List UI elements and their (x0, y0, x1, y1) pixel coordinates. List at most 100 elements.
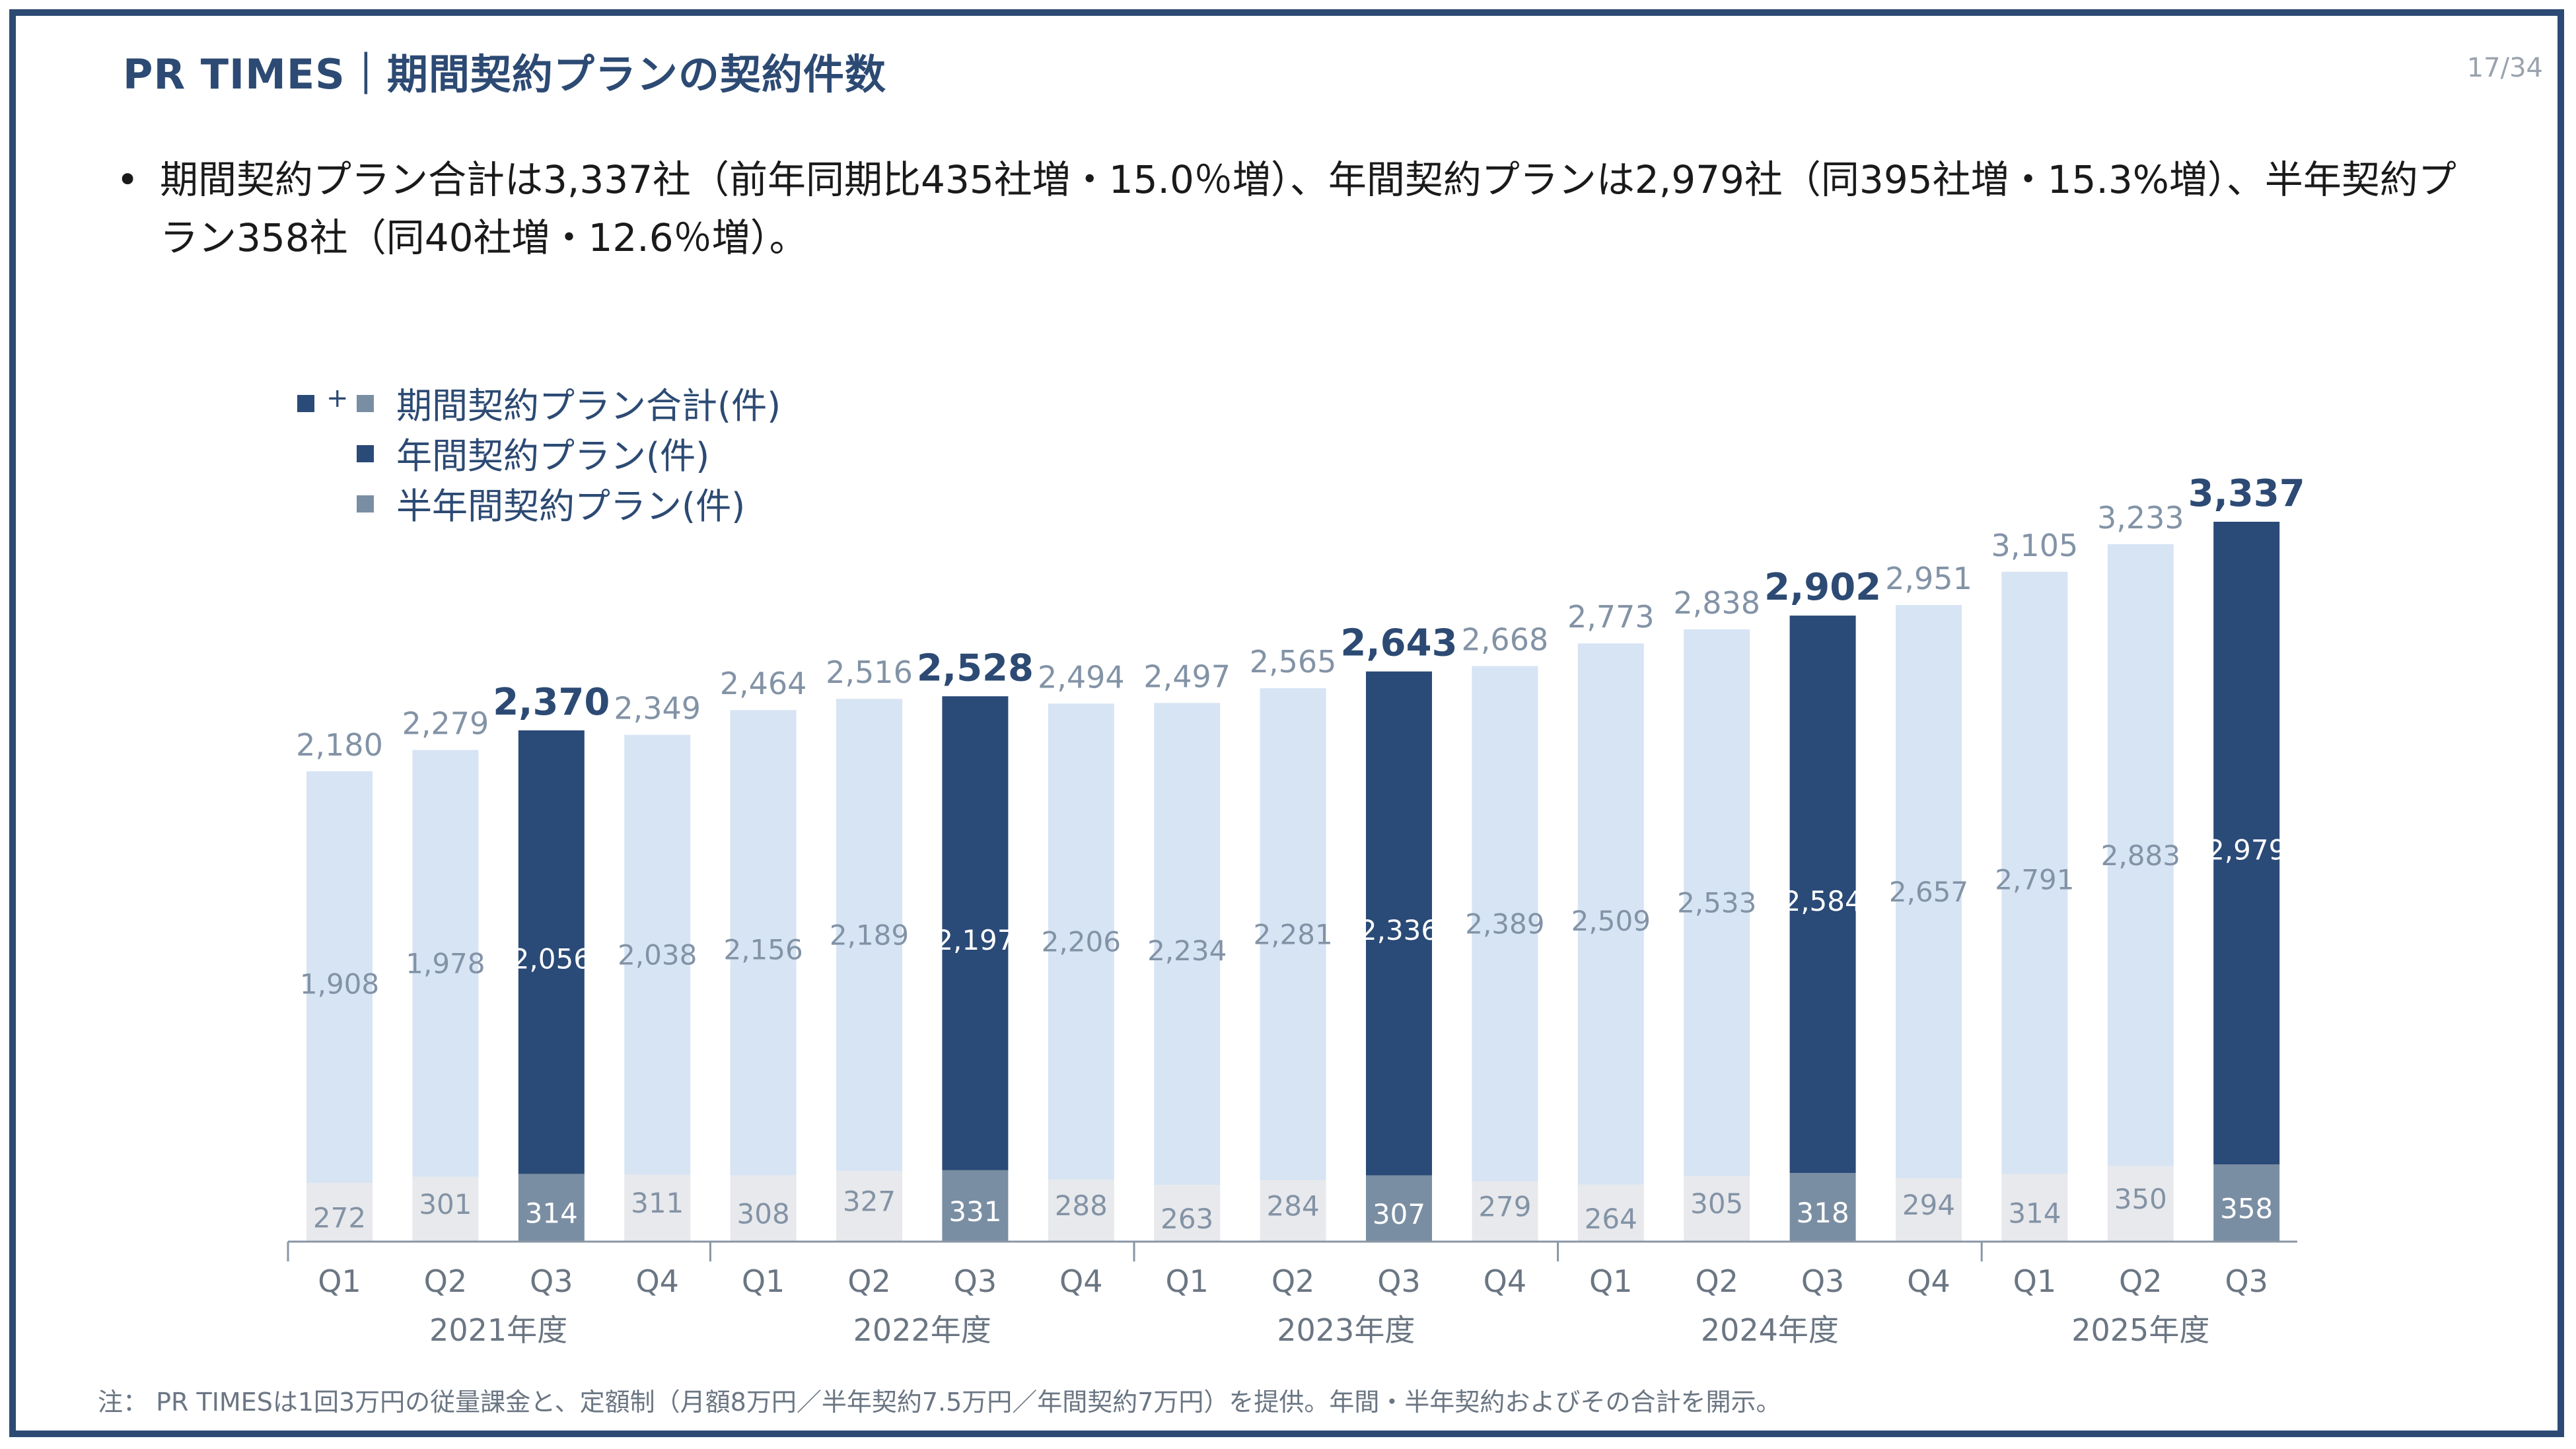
x-tick-label: Q1 (1165, 1263, 1208, 1299)
data-label-half-year: 264 (1585, 1203, 1637, 1235)
legend-swatch-half (357, 495, 374, 512)
legend-swatch-annual (357, 445, 374, 462)
data-label-annual: 2,336 (1359, 914, 1439, 946)
data-label-annual: 2,281 (1253, 919, 1332, 951)
x-group-label: 2023年度 (1277, 1312, 1415, 1348)
bar-annual (412, 750, 479, 1177)
bar-half-year (1048, 1179, 1114, 1242)
legend-swatch-half (357, 395, 374, 412)
bar-annual (1577, 643, 1644, 1185)
bar-half-year (306, 1183, 373, 1242)
x-tick-label: Q3 (1377, 1263, 1420, 1299)
bar-half-year (1684, 1176, 1750, 1242)
data-label-half-year: 272 (313, 1202, 366, 1234)
data-label-annual: 2,791 (1995, 864, 2074, 896)
x-tick-label: Q4 (1059, 1263, 1102, 1299)
bar-half-year (2001, 1174, 2068, 1242)
data-label-total: 2,838 (1673, 585, 1760, 621)
bar-annual (730, 710, 797, 1176)
legend-label-annual: 年間契約プラン(件) (396, 435, 710, 477)
data-label-half-year: 308 (737, 1198, 790, 1230)
bar-half-year (2107, 1166, 2174, 1242)
footnote: 注： PR TIMESは1回3万円の従量課金と、定額制（月額8万円／半年契約7.… (98, 1388, 1781, 1417)
bar-annual (2107, 544, 2174, 1166)
data-label-annual: 2,533 (1677, 887, 1756, 919)
bar-half-year (836, 1171, 902, 1242)
bar-half-year (412, 1176, 479, 1242)
data-label-half-year: 284 (1267, 1190, 1320, 1222)
data-label-annual: 2,038 (618, 939, 697, 972)
data-label-total: 2,180 (296, 727, 383, 763)
summary-text: 期間契約プラン合計は3,337社（前年同期比435社増・15.0％増）、年間契約… (160, 157, 2456, 260)
page-title: PR TIMES｜期間契約プランの契約件数 (123, 50, 886, 98)
data-label-total: 3,105 (1991, 528, 2079, 563)
data-label-total: 2,668 (1462, 622, 1549, 658)
x-group-label: 2024年度 (1701, 1312, 1839, 1348)
bar-half-year (2213, 1164, 2280, 1242)
bar-half-year (518, 1174, 585, 1242)
x-tick-label: Q4 (1484, 1263, 1526, 1299)
bar-half-year (730, 1175, 797, 1242)
bar-annual (1896, 605, 1962, 1178)
x-tick-label: Q3 (2225, 1263, 2268, 1299)
data-label-annual: 2,883 (2101, 839, 2180, 872)
legend-label-total: 期間契約プラン合計(件) (396, 385, 781, 427)
data-label-annual: 2,234 (1147, 935, 1227, 967)
bar-annual (1789, 616, 1856, 1174)
data-label-annual: 2,979 (2207, 834, 2286, 866)
x-tick-label: Q1 (318, 1263, 361, 1299)
x-group-label: 2021年度 (429, 1312, 567, 1348)
data-label-half-year: 327 (843, 1185, 896, 1218)
slide-frame (9, 9, 2564, 1437)
data-label-half-year: 358 (2220, 1193, 2273, 1225)
data-label-total: 2,464 (720, 666, 807, 701)
data-label-half-year: 311 (631, 1187, 684, 1219)
bar-half-year (1896, 1178, 1962, 1242)
x-tick-label: Q2 (847, 1263, 890, 1299)
bar-annual (1260, 688, 1326, 1181)
data-label-total: 2,528 (917, 647, 1034, 689)
data-label-annual: 2,509 (1571, 905, 1651, 937)
data-label-total: 2,902 (1764, 566, 1881, 609)
data-label-annual: 2,657 (1889, 876, 1968, 908)
data-label-annual: 2,189 (830, 919, 909, 952)
x-tick-label: Q2 (1271, 1263, 1314, 1299)
bar-annual (1366, 671, 1432, 1176)
bar-annual (2001, 571, 2068, 1174)
bar-annual (1154, 703, 1221, 1185)
x-tick-label: Q1 (1589, 1263, 1632, 1299)
data-label-total: 3,233 (2097, 500, 2184, 536)
data-label-half-year: 305 (1690, 1187, 1743, 1220)
data-label-total: 2,497 (1143, 658, 1231, 694)
data-label-half-year: 314 (2008, 1197, 2061, 1230)
data-label-half-year: 279 (1478, 1190, 1531, 1222)
x-tick-label: Q2 (424, 1263, 467, 1299)
bar-half-year (942, 1170, 1009, 1242)
data-label-half-year: 318 (1797, 1197, 1849, 1229)
data-label-total: 2,516 (826, 654, 913, 690)
bar-half-year (1577, 1184, 1644, 1242)
bar-annual (518, 730, 585, 1174)
bar-half-year (1260, 1180, 1326, 1242)
x-tick-label: Q3 (530, 1263, 573, 1299)
data-label-half-year: 307 (1373, 1198, 1425, 1230)
x-tick-label: Q1 (742, 1263, 785, 1299)
data-label-annual: 2,197 (935, 924, 1015, 956)
data-label-annual: 2,056 (512, 943, 591, 975)
bar-annual (1472, 666, 1538, 1182)
legend-swatch-annual (297, 395, 314, 412)
data-label-total: 2,279 (402, 706, 489, 742)
legend-plus-sign: + (326, 383, 349, 413)
data-label-half-year: 294 (1902, 1189, 1955, 1221)
data-label-half-year: 350 (2114, 1183, 2167, 1215)
bar-half-year (1154, 1185, 1221, 1242)
bullet-marker: • (116, 157, 139, 202)
data-label-half-year: 301 (419, 1188, 472, 1220)
data-label-annual: 1,908 (300, 968, 379, 1001)
x-tick-label: Q3 (954, 1263, 997, 1299)
x-tick-label: Q4 (635, 1263, 678, 1299)
bar-half-year (1789, 1173, 1856, 1242)
x-tick-label: Q2 (1695, 1263, 1738, 1299)
x-tick-label: Q1 (2013, 1263, 2056, 1299)
